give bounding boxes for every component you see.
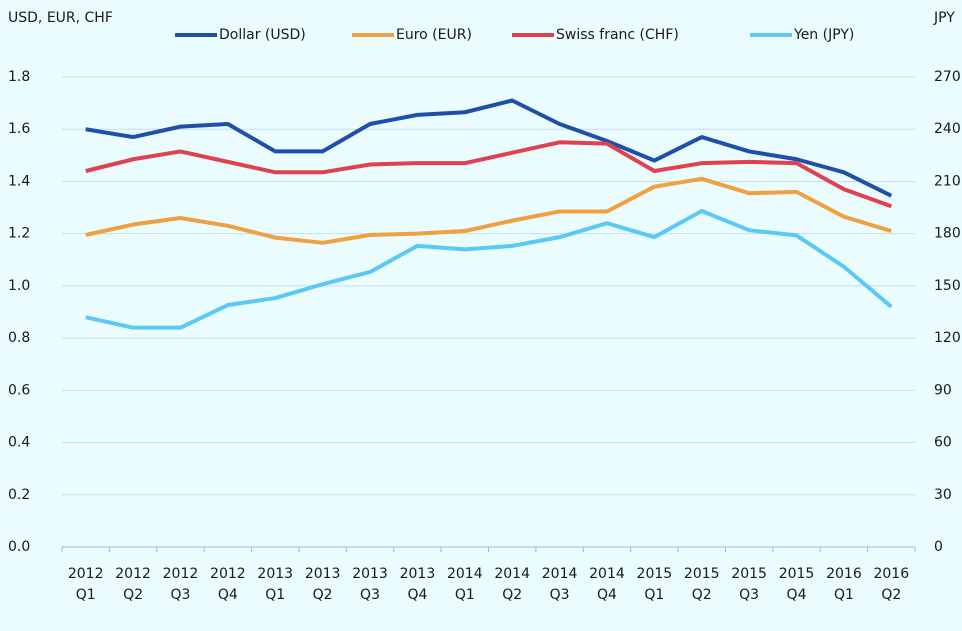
x-tick-label: 2012 (115, 566, 151, 582)
legend-label: Euro (EUR) (396, 27, 472, 43)
x-tick-label: 2015 (637, 566, 673, 582)
x-tick-label: 2013 (352, 566, 388, 582)
x-tick-label: 2015 (779, 566, 815, 582)
x-tick-label: 2013 (305, 566, 341, 582)
x-tick-label: Q3 (739, 587, 759, 603)
x-tick-label: Q4 (218, 587, 238, 603)
y-tick-label: 1.6 (8, 121, 30, 137)
x-tick-label: 2016 (826, 566, 862, 582)
legend-label: Swiss franc (CHF) (556, 27, 679, 43)
x-tick-label: 2013 (400, 566, 436, 582)
y2-tick-label: 60 (934, 435, 952, 451)
x-tick-label: Q1 (265, 587, 285, 603)
y-tick-label: 1.0 (8, 278, 30, 294)
y2-tick-label: 90 (934, 382, 952, 398)
x-tick-label: Q2 (692, 587, 712, 603)
x-tick-label: 2014 (589, 566, 625, 582)
x-tick-label: 2012 (68, 566, 104, 582)
x-tick-label: Q4 (597, 587, 617, 603)
y-tick-label: 0.4 (8, 435, 30, 451)
y-tick-label: 0.8 (8, 330, 30, 346)
series-line (85, 140, 892, 209)
legend-label: Dollar (USD) (219, 27, 306, 43)
x-tick-label: Q4 (787, 587, 807, 603)
y-tick-label: 1.8 (8, 69, 30, 85)
y2-tick-label: 150 (934, 278, 961, 294)
x-tick-label: 2014 (447, 566, 483, 582)
x-tick-label: Q4 (407, 587, 427, 603)
series-line (85, 98, 893, 198)
y2-tick-label: 120 (934, 330, 961, 346)
x-tick-label: Q1 (76, 587, 96, 603)
x-tick-label: Q2 (313, 587, 333, 603)
x-tick-label: Q3 (360, 587, 380, 603)
legend-label: Yen (JPY) (793, 27, 854, 43)
x-tick-label: 2014 (494, 566, 530, 582)
y2-tick-label: 270 (934, 69, 961, 85)
y2-tick-label: 240 (934, 121, 961, 137)
y-tick-label: 0.2 (8, 487, 30, 503)
x-tick-label: Q2 (123, 587, 143, 603)
y2-tick-label: 210 (934, 173, 961, 189)
series-line (85, 176, 892, 245)
y-tick-label: 0.0 (8, 539, 30, 555)
x-tick-label: 2014 (542, 566, 578, 582)
y2-tick-label: 30 (934, 487, 952, 503)
y-tick-label: 0.6 (8, 382, 30, 398)
x-tick-label: Q1 (834, 587, 854, 603)
y2-tick-label: 0 (934, 539, 943, 555)
x-tick-label: Q3 (550, 587, 570, 603)
y-tick-label: 1.4 (8, 173, 30, 189)
x-tick-label: 2016 (873, 566, 909, 582)
x-tick-label: Q2 (502, 587, 522, 603)
series-line (85, 209, 893, 330)
x-tick-label: Q3 (171, 587, 191, 603)
x-tick-label: Q1 (644, 587, 664, 603)
x-tick-label: 2015 (684, 566, 720, 582)
x-tick-label: 2015 (731, 566, 767, 582)
y-tick-label: 1.2 (8, 226, 30, 242)
y-axis-title: USD, EUR, CHF (8, 10, 113, 26)
x-tick-label: 2012 (210, 566, 246, 582)
x-tick-label: 2013 (257, 566, 293, 582)
y2-axis-title: JPY (933, 10, 955, 26)
x-tick-label: Q2 (881, 587, 901, 603)
x-tick-label: Q1 (455, 587, 475, 603)
x-tick-label: 2012 (163, 566, 199, 582)
y2-tick-label: 180 (934, 226, 961, 242)
